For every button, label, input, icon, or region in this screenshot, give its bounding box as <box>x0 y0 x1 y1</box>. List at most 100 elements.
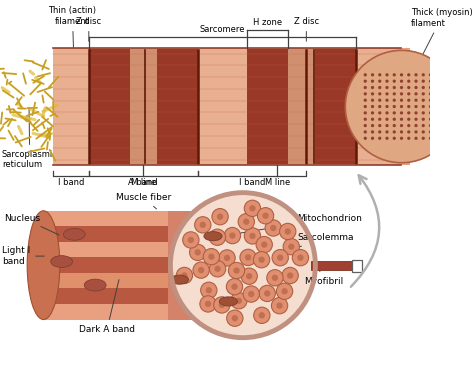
Circle shape <box>429 86 432 89</box>
Circle shape <box>392 92 396 96</box>
Circle shape <box>176 267 192 283</box>
Text: Myofibril: Myofibril <box>304 268 344 286</box>
Text: M line: M line <box>130 178 156 187</box>
Circle shape <box>385 92 389 96</box>
Circle shape <box>385 137 389 140</box>
Bar <box>288 49 315 164</box>
Circle shape <box>429 99 432 102</box>
Circle shape <box>414 105 418 108</box>
Circle shape <box>219 302 225 308</box>
Circle shape <box>371 111 374 114</box>
Circle shape <box>276 302 283 309</box>
Circle shape <box>407 117 410 121</box>
Bar <box>247 49 288 164</box>
Circle shape <box>392 130 396 133</box>
Bar <box>46 226 168 242</box>
Circle shape <box>254 307 270 323</box>
Circle shape <box>280 223 296 240</box>
Circle shape <box>200 296 216 312</box>
Circle shape <box>392 124 396 127</box>
Circle shape <box>259 312 265 318</box>
Bar <box>46 288 168 304</box>
Circle shape <box>414 124 418 127</box>
Circle shape <box>392 80 396 83</box>
Circle shape <box>400 73 403 77</box>
Text: M line: M line <box>264 178 290 187</box>
Text: Sarcomere: Sarcomere <box>200 25 245 34</box>
Circle shape <box>231 293 247 309</box>
Text: Thick (myosin)
filament: Thick (myosin) filament <box>397 8 472 104</box>
Circle shape <box>429 137 432 140</box>
Circle shape <box>263 213 269 219</box>
Circle shape <box>287 273 293 279</box>
Circle shape <box>231 283 237 290</box>
Bar <box>311 261 352 270</box>
Circle shape <box>267 269 283 286</box>
Circle shape <box>208 254 215 260</box>
Circle shape <box>436 86 439 89</box>
Circle shape <box>436 111 439 114</box>
Bar <box>46 273 168 288</box>
Circle shape <box>400 105 403 108</box>
Circle shape <box>371 105 374 108</box>
Circle shape <box>378 92 382 96</box>
Circle shape <box>422 137 425 140</box>
Circle shape <box>436 137 439 140</box>
Circle shape <box>198 267 204 273</box>
Circle shape <box>436 92 439 96</box>
Circle shape <box>364 137 367 140</box>
Circle shape <box>364 111 367 114</box>
Circle shape <box>422 80 425 83</box>
Circle shape <box>282 288 288 294</box>
Text: Muscle fiber: Muscle fiber <box>116 193 171 209</box>
Circle shape <box>392 73 396 77</box>
Circle shape <box>219 250 235 266</box>
Circle shape <box>364 86 367 89</box>
Circle shape <box>414 73 418 77</box>
Text: Sarcoplasmic
reticulum: Sarcoplasmic reticulum <box>2 108 58 169</box>
Circle shape <box>364 80 367 83</box>
Circle shape <box>429 73 432 77</box>
Circle shape <box>259 285 275 302</box>
Circle shape <box>392 105 396 108</box>
Circle shape <box>407 80 410 83</box>
Circle shape <box>407 86 410 89</box>
Circle shape <box>407 73 410 77</box>
Circle shape <box>436 124 439 127</box>
Circle shape <box>400 92 403 96</box>
Circle shape <box>200 222 206 228</box>
Circle shape <box>422 73 425 77</box>
Ellipse shape <box>64 229 85 240</box>
Circle shape <box>236 298 242 304</box>
Circle shape <box>392 86 396 89</box>
Ellipse shape <box>219 297 237 306</box>
Circle shape <box>385 111 389 114</box>
Circle shape <box>195 217 211 233</box>
Bar <box>53 48 410 166</box>
Circle shape <box>371 92 374 96</box>
Circle shape <box>400 137 403 140</box>
Circle shape <box>203 249 219 265</box>
Circle shape <box>241 268 257 284</box>
Circle shape <box>422 124 425 127</box>
Circle shape <box>436 117 439 121</box>
Circle shape <box>436 73 439 77</box>
Circle shape <box>227 279 243 295</box>
Circle shape <box>224 227 241 244</box>
Bar <box>356 49 406 164</box>
Text: Light I
band: Light I band <box>2 246 45 266</box>
Circle shape <box>371 80 374 83</box>
Circle shape <box>392 111 396 114</box>
Circle shape <box>193 262 210 278</box>
Circle shape <box>436 80 439 83</box>
Circle shape <box>238 214 255 230</box>
Ellipse shape <box>51 256 73 268</box>
Circle shape <box>227 310 243 326</box>
Ellipse shape <box>170 275 189 284</box>
Circle shape <box>371 137 374 140</box>
Circle shape <box>209 229 226 245</box>
Circle shape <box>422 130 425 133</box>
Text: Thin (actin)
filament: Thin (actin) filament <box>48 6 97 104</box>
Bar <box>157 49 198 164</box>
Circle shape <box>414 92 418 96</box>
